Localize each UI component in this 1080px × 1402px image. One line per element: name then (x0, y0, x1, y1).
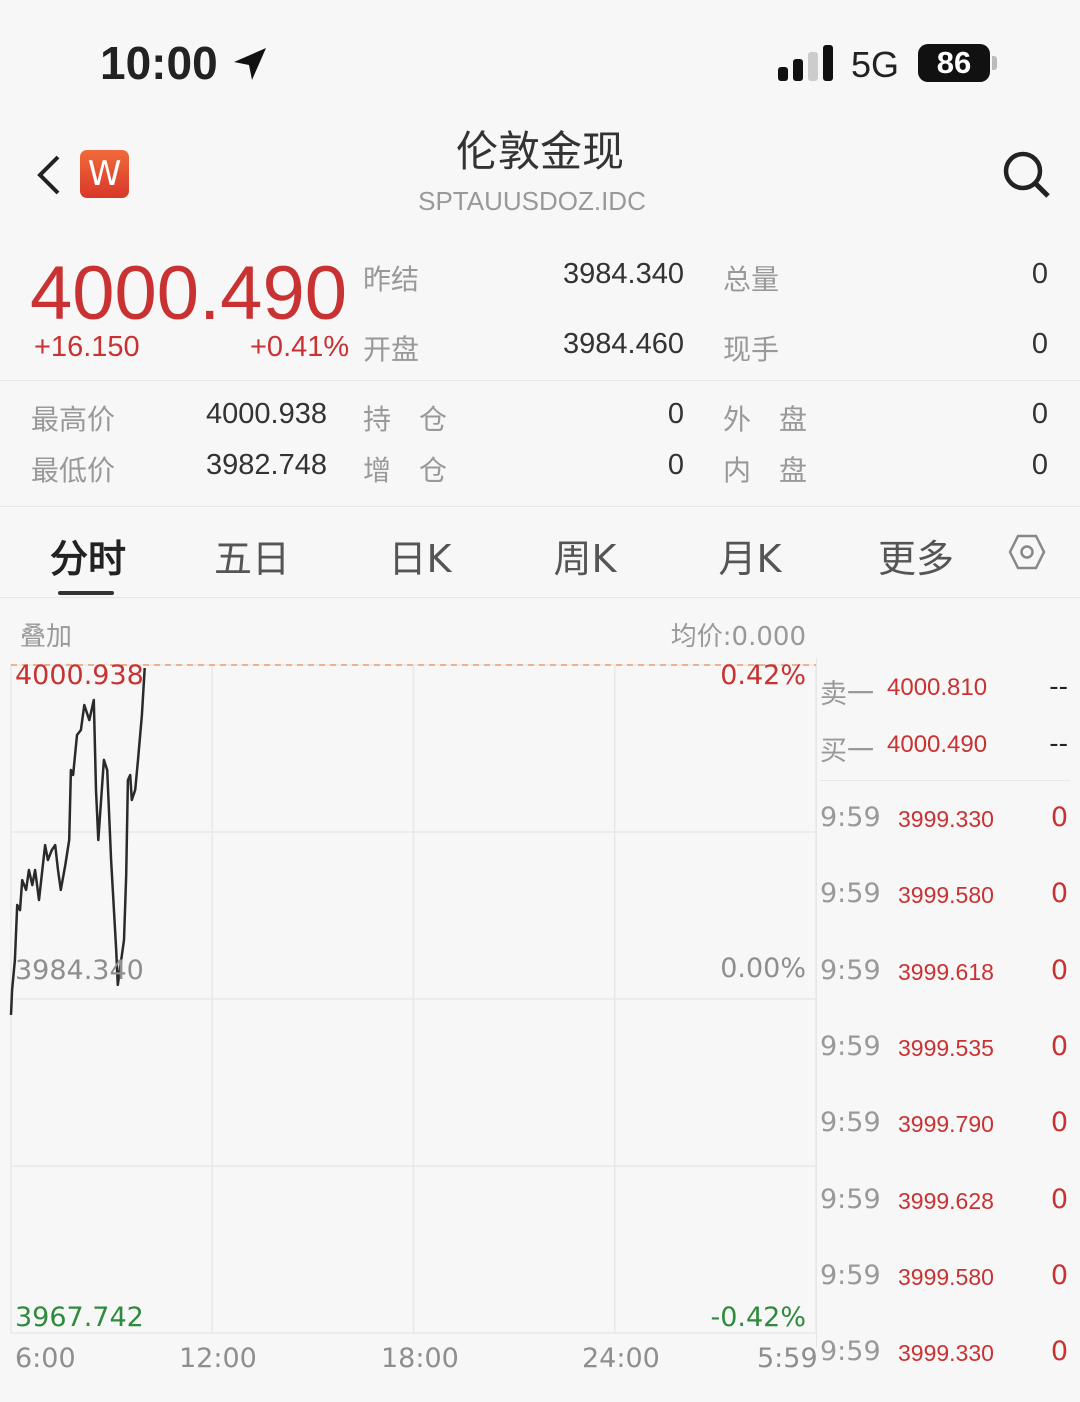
tab-daily-k[interactable]: 日K (388, 537, 452, 581)
back-icon[interactable] (34, 154, 62, 196)
x-tick: 12:00 (179, 1343, 257, 1374)
trade-price: 3999.330 (898, 806, 994, 832)
trade-time: 9:59 (820, 1336, 881, 1368)
trade-time: 9:59 (820, 1107, 881, 1139)
inner-volume-label: 内 盘 (723, 454, 808, 487)
trade-price: 3999.330 (898, 1340, 994, 1367)
trade-price: 3999.535 (898, 1034, 994, 1061)
x-tick: 6:00 (15, 1343, 76, 1374)
trade-price: 3999.628 (898, 1187, 994, 1214)
x-tick: 5:59 (757, 1343, 818, 1374)
oi-change-value: 0 (667, 449, 684, 481)
broker-logo-text: W (87, 154, 122, 194)
x-tick: 24:00 (582, 1343, 660, 1374)
divider (820, 780, 1070, 781)
trade-volume: 0 (1050, 1030, 1068, 1062)
trade-volume: 0 (1050, 878, 1068, 910)
battery-tip (992, 56, 997, 70)
high-label: 最高价 (31, 403, 116, 436)
x-tick: 18:00 (381, 1343, 459, 1374)
panel-divider (816, 658, 817, 1348)
overlay-button[interactable]: 叠加 (20, 622, 73, 652)
last-lot-value: 0 (1031, 328, 1048, 360)
trade-time: 9:59 (820, 1259, 881, 1291)
y-label-high: 4000.938 (15, 660, 144, 691)
high-value: 4000.938 (206, 398, 327, 430)
active-tab-indicator (58, 591, 114, 595)
instrument-code: SPTAUUSDOZ.IDC (418, 186, 646, 216)
intraday-chart[interactable] (0, 640, 820, 1340)
divider (0, 380, 1080, 381)
ask1-label: 卖一 (820, 679, 874, 710)
trade-price: 3999.580 (898, 1263, 994, 1290)
status-time: 10:00 (100, 37, 218, 89)
ask1-price: 4000.810 (887, 674, 988, 701)
pct-label-ref: 0.00% (720, 953, 806, 984)
trade-volume: 0 (1050, 1107, 1068, 1139)
last-price: 4000.490 (30, 251, 347, 336)
trade-time: 9:59 (820, 1183, 881, 1215)
search-icon[interactable] (1002, 150, 1052, 200)
bid1-price: 4000.490 (887, 731, 988, 758)
tab-weekly-k[interactable]: 周K (553, 537, 617, 581)
volume-value: 0 (1031, 258, 1048, 290)
low-label: 最低价 (31, 454, 116, 487)
prev-settle-value: 3984.340 (563, 258, 684, 290)
last-lot-label: 现手 (723, 333, 780, 366)
bid1-label: 买一 (820, 736, 874, 767)
y-label-ref: 3984.340 (15, 955, 144, 986)
price-change-pct: +0.41% (250, 331, 350, 363)
trade-price: 3999.618 (898, 958, 994, 985)
open-label: 开盘 (363, 333, 420, 366)
open-value: 3984.460 (563, 328, 684, 360)
settings-icon[interactable] (1008, 533, 1046, 571)
bid1-volume: -- (1049, 729, 1068, 759)
low-value: 3982.748 (206, 449, 327, 481)
trade-volume: 0 (1050, 1259, 1068, 1291)
avg-price: 均价:0.000 (670, 622, 806, 652)
divider (0, 506, 1080, 507)
prev-settle-label: 昨结 (363, 263, 420, 296)
price-line (9, 667, 146, 1015)
outer-volume-label: 外 盘 (723, 403, 808, 436)
trade-time: 9:59 (820, 802, 881, 833)
battery-level: 86 (936, 45, 972, 80)
y-label-low: 3967.742 (15, 1302, 144, 1333)
trade-volume: 0 (1050, 954, 1068, 986)
inner-volume-value: 0 (1031, 449, 1048, 481)
pct-label-low: -0.42% (710, 1302, 806, 1333)
trade-time: 9:59 (820, 1030, 881, 1062)
trade-price: 3999.790 (898, 1111, 994, 1138)
signal-icon (778, 45, 833, 81)
trade-volume: 0 (1050, 802, 1068, 833)
tab-more[interactable]: 更多 (877, 537, 955, 581)
trade-volume: 0 (1050, 1183, 1068, 1215)
volume-label: 总量 (723, 263, 780, 296)
price-change: +16.150 (34, 331, 140, 363)
open-interest-value: 0 (667, 398, 684, 430)
pct-label-high: 0.42% (720, 660, 806, 691)
trade-time: 9:59 (820, 878, 881, 910)
outer-volume-value: 0 (1031, 398, 1048, 430)
divider (0, 597, 1080, 598)
trade-time: 9:59 (820, 954, 881, 986)
broker-logo[interactable]: W (80, 150, 129, 198)
ask1-volume: -- (1049, 672, 1068, 702)
tab-monthly-k[interactable]: 月K (718, 537, 782, 581)
page-title: 伦敦金现 (455, 127, 624, 176)
oi-change-label: 增 仓 (363, 454, 448, 487)
trade-price: 3999.580 (898, 882, 994, 909)
trade-volume: 0 (1050, 1336, 1068, 1368)
open-interest-label: 持 仓 (363, 403, 448, 436)
location-arrow-icon (234, 48, 266, 80)
tab-five-day[interactable]: 五日 (213, 537, 291, 581)
network-type: 5G (851, 44, 900, 85)
battery-icon: 86 (918, 44, 990, 82)
tab-intraday[interactable]: 分时 (49, 537, 127, 581)
